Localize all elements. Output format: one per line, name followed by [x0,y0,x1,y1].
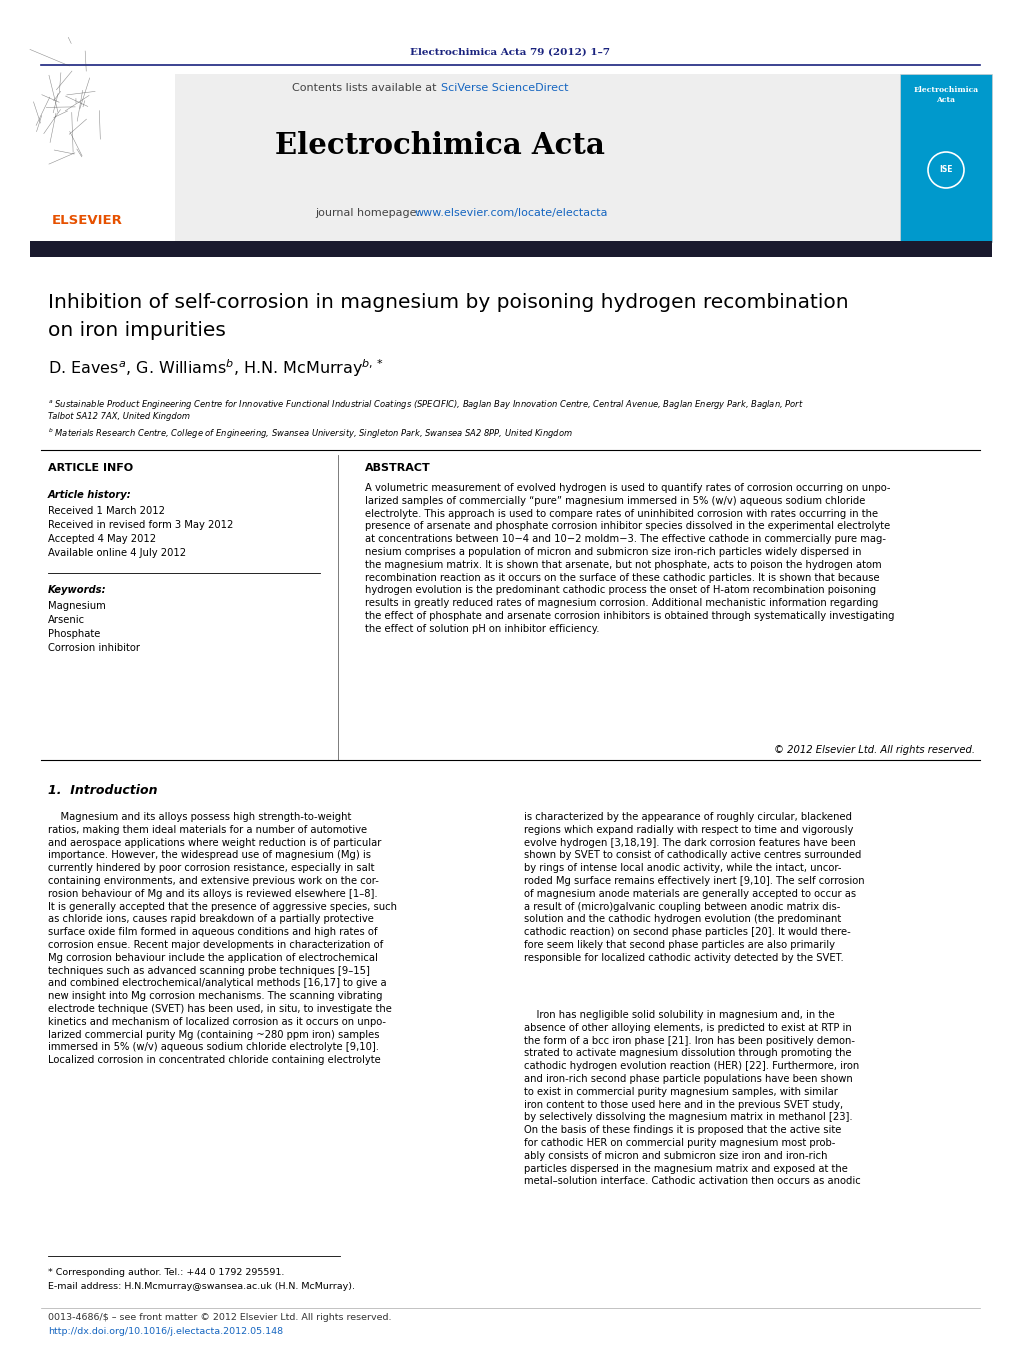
Text: http://dx.doi.org/10.1016/j.electacta.2012.05.148: http://dx.doi.org/10.1016/j.electacta.20… [48,1327,283,1336]
Text: 1.  Introduction: 1. Introduction [48,784,157,797]
Text: Magnesium: Magnesium [48,601,106,611]
Text: Iron has negligible solid solubility in magnesium and, in the
absence of other a: Iron has negligible solid solubility in … [524,1011,861,1186]
Text: Electrochimica Acta: Electrochimica Acta [275,131,604,159]
Text: Contents lists available at: Contents lists available at [292,82,440,93]
Text: E-mail address: H.N.Mcmurray@swansea.ac.uk (H.N. McMurray).: E-mail address: H.N.Mcmurray@swansea.ac.… [48,1282,355,1292]
Text: D. Eaves$^a$, G. Williams$^b$, H.N. McMurray$^{b,*}$: D. Eaves$^a$, G. Williams$^b$, H.N. McMu… [48,357,384,378]
Text: Available online 4 July 2012: Available online 4 July 2012 [48,549,186,558]
Text: Electrochimica
Acta: Electrochimica Acta [914,86,978,104]
Text: © 2012 Elsevier Ltd. All rights reserved.: © 2012 Elsevier Ltd. All rights reserved… [774,744,975,755]
Text: journal homepage:: journal homepage: [315,208,424,218]
Text: ELSEVIER: ELSEVIER [52,213,123,227]
Bar [30,240,992,257]
Text: on iron impurities: on iron impurities [48,320,226,339]
Text: Inhibition of self-corrosion in magnesium by poisoning hydrogen recombination: Inhibition of self-corrosion in magnesiu… [48,293,848,312]
Text: $^b$ Materials Research Centre, College of Engineering, Swansea University, Sing: $^b$ Materials Research Centre, College … [48,427,573,442]
Text: Phosphate: Phosphate [48,630,100,639]
Text: www.elsevier.com/locate/electacta: www.elsevier.com/locate/electacta [415,208,609,218]
Text: is characterized by the appearance of roughly circular, blackened
regions which : is characterized by the appearance of ro… [524,812,865,963]
Text: Keywords:: Keywords: [48,585,106,594]
Bar [900,74,992,242]
Text: A volumetric measurement of evolved hydrogen is used to quantify rates of corros: A volumetric measurement of evolved hydr… [364,484,894,634]
Bar [30,74,900,242]
Text: $^a$ Sustainable Product Engineering Centre for Innovative Functional Industrial: $^a$ Sustainable Product Engineering Cen… [48,399,804,422]
Text: Corrosion inhibitor: Corrosion inhibitor [48,643,140,653]
Text: Electrochimica Acta 79 (2012) 1–7: Electrochimica Acta 79 (2012) 1–7 [410,47,610,57]
Text: ISE: ISE [939,166,953,174]
Text: ARTICLE INFO: ARTICLE INFO [48,463,133,473]
Text: Received 1 March 2012: Received 1 March 2012 [48,507,165,516]
Text: SciVerse ScienceDirect: SciVerse ScienceDirect [441,82,569,93]
Text: Received in revised form 3 May 2012: Received in revised form 3 May 2012 [48,520,234,530]
Text: * Corresponding author. Tel.: +44 0 1792 295591.: * Corresponding author. Tel.: +44 0 1792… [48,1269,285,1277]
Text: Article history:: Article history: [48,490,132,500]
Text: Arsenic: Arsenic [48,615,85,626]
Text: ABSTRACT: ABSTRACT [364,463,431,473]
Text: Accepted 4 May 2012: Accepted 4 May 2012 [48,534,156,544]
Text: 0013-4686/$ – see front matter © 2012 Elsevier Ltd. All rights reserved.: 0013-4686/$ – see front matter © 2012 El… [48,1313,391,1323]
Text: Magnesium and its alloys possess high strength-to-weight
ratios, making them ide: Magnesium and its alloys possess high st… [48,812,397,1065]
Bar [30,74,175,242]
